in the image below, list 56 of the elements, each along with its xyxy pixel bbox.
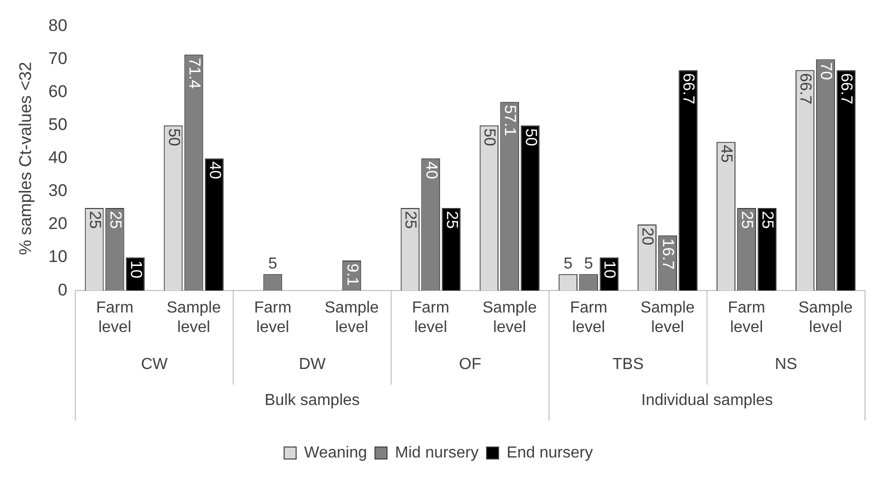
y-axis-title: % samples Ct-values <32 <box>16 62 35 256</box>
y-tick-label: 20 <box>48 214 68 234</box>
x-tick-label: Sample level <box>482 300 537 336</box>
data-label: 5 <box>268 255 278 272</box>
text: CW <box>140 356 169 374</box>
x-tick-label: Farm level <box>254 300 292 336</box>
data-label: 40 <box>422 161 440 180</box>
text: TBS <box>612 356 644 374</box>
data-label: 25 <box>442 210 460 229</box>
data-label: 9.1 <box>343 264 360 286</box>
x-tick-label: Sample level <box>166 300 221 336</box>
text: DW <box>298 356 326 374</box>
text: OF <box>459 356 482 374</box>
x-tick-label: Farm level <box>96 300 134 336</box>
data-label: 25 <box>86 210 103 229</box>
x-tick-label: Sample level <box>324 300 379 336</box>
y-tick-label: 10 <box>48 247 68 266</box>
x-tick-label: Sample level <box>798 300 853 336</box>
data-label: 25 <box>738 210 756 229</box>
x-tick-label: Sample level <box>640 300 695 336</box>
legend-label: Mid nursery <box>395 444 479 462</box>
y-tick-label: 40 <box>48 148 68 168</box>
data-label: 25 <box>106 210 124 229</box>
data-label: 5 <box>564 255 573 272</box>
data-label: 50 <box>164 128 182 146</box>
data-label: 25 <box>758 210 776 229</box>
y-tick-label: 70 <box>48 48 68 68</box>
y-tick-label: 30 <box>48 181 68 200</box>
data-label: 66.7 <box>796 73 814 104</box>
data-label: 10 <box>126 260 144 278</box>
data-label: 5 <box>584 255 594 272</box>
x-tick-label: Farm level <box>728 300 766 336</box>
x-tick-label: Farm level <box>412 300 450 336</box>
data-label: 71.4 <box>185 58 202 89</box>
data-label: 66.7 <box>838 73 855 104</box>
text: NS <box>774 356 798 374</box>
data-label: 25 <box>402 210 419 229</box>
data-label: 50 <box>522 128 539 146</box>
legend-label: Weaning <box>304 444 368 462</box>
data-label: 70 <box>817 62 834 80</box>
data-label: 66.7 <box>680 73 697 104</box>
y-tick-label: 60 <box>48 82 68 101</box>
data-label: 57.1 <box>501 104 518 136</box>
text: Bulk samples <box>264 392 360 410</box>
y-tick-label: 0 <box>58 280 68 300</box>
data-label: 16.7 <box>659 238 676 270</box>
y-tick-label: 50 <box>48 115 68 134</box>
y-tick-label: 80 <box>48 16 68 35</box>
text: Individual samples <box>641 392 773 410</box>
data-label: 40 <box>206 161 223 180</box>
legend-label: End nursery <box>506 444 593 462</box>
data-label: 50 <box>480 128 498 146</box>
data-label: 20 <box>638 228 656 246</box>
data-label: 10 <box>600 260 618 278</box>
x-tick-label: Farm level <box>570 300 608 336</box>
data-label: 45 <box>718 144 735 163</box>
